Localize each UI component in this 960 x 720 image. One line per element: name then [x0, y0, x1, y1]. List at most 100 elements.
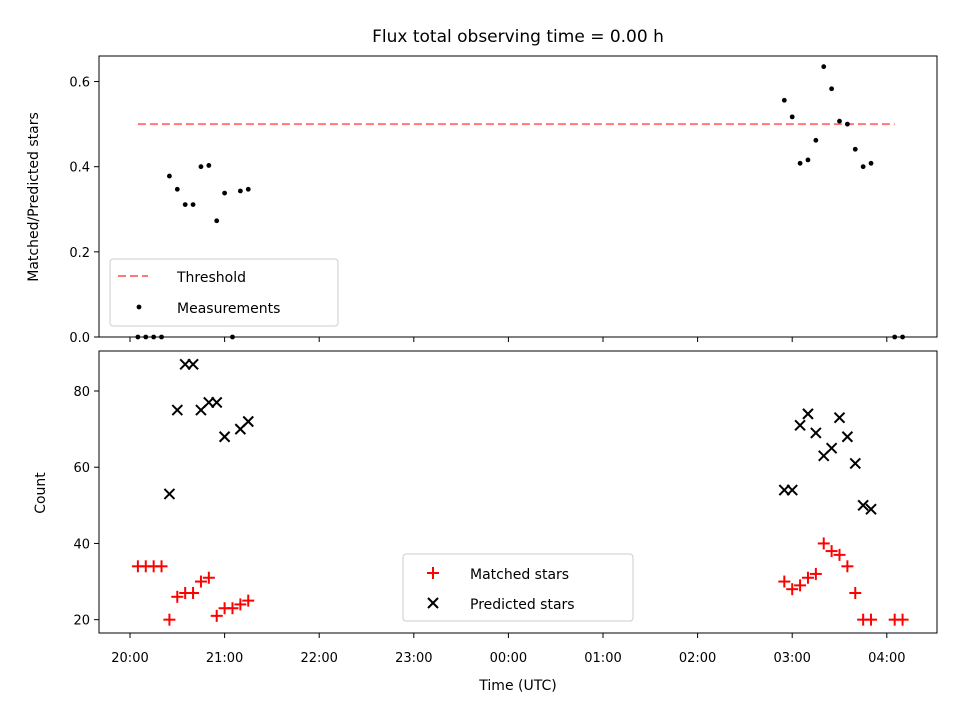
count-panel: 20 40 60 80 20:00 21:00 22:00 23:00 00:00 01:00 0… [33, 350, 938, 694]
count-plot-frame [98, 350, 938, 634]
matched-star-point [833, 548, 846, 561]
measurement-point [797, 160, 803, 166]
x-tick-label: 22:00 [300, 651, 337, 666]
matched-star-point [202, 571, 215, 584]
measurement-point [182, 202, 188, 207]
measurement-point [214, 218, 220, 224]
predicted-star-point [211, 396, 223, 409]
matched-star-point [896, 613, 909, 626]
ratio-legend-box [109, 258, 339, 327]
measurements-legend-label: Measurements [177, 301, 280, 317]
ratio-x-ticks [129, 337, 888, 342]
count-y-tick-label: 40 [73, 537, 90, 552]
predicted-star-point [810, 427, 822, 439]
predicted-star-point [857, 499, 869, 512]
matched-star-point [163, 613, 176, 626]
measurement-point [852, 146, 858, 152]
measurement-point [206, 163, 212, 168]
count-y-tick-label: 20 [73, 614, 90, 629]
predicted-star-point [802, 408, 814, 420]
measurement-point [860, 164, 866, 170]
measurement-point [222, 190, 228, 196]
count-legend: Matched stars Predicted stars [402, 553, 634, 622]
measurement-point [821, 64, 827, 70]
count-y-axis: 20 40 60 80 [73, 385, 99, 629]
matched-star-point [849, 586, 862, 599]
matched-stars-legend-label: Matched stars [470, 567, 569, 583]
measurement-point [805, 157, 811, 163]
matched-star-point [187, 586, 200, 599]
predicted-star-point [218, 431, 231, 443]
x-tick-label: 00:00 [490, 651, 527, 666]
predicted-star-point [171, 404, 184, 416]
count-legend-box [402, 553, 634, 622]
ratio-y-tick-label: 0.6 [69, 76, 90, 91]
measurement-point [868, 160, 874, 166]
ratio-legend: Threshold Measurements [109, 258, 339, 327]
measurement-point [190, 202, 196, 207]
count-y-tick-label: 80 [73, 385, 90, 400]
matched-star-point [841, 560, 854, 573]
matched-star-point [194, 575, 207, 588]
count-x-axis: 20:00 21:00 22:00 23:00 00:00 01:00 02:00 03:00… [111, 633, 906, 666]
predicted-stars-legend-label: Predicted stars [470, 597, 575, 613]
matched-star-point [171, 590, 184, 603]
matched-star-point [778, 575, 791, 588]
matched-star-point [786, 583, 799, 596]
predicted-star-point [163, 488, 176, 500]
matched-star-point [155, 560, 168, 573]
ratio-y-tick-label: 0.2 [69, 246, 90, 261]
matched-stars-legend-swatch [427, 567, 439, 579]
ratio-y-tick-label: 0.4 [69, 161, 90, 176]
measurement-point [844, 121, 850, 127]
ratio-marks [135, 64, 905, 340]
measurement-point [829, 86, 835, 92]
predicted-star-point [833, 411, 846, 424]
predicted-star-point [794, 419, 806, 432]
predicted-star-point [825, 442, 838, 454]
matched-star-point [809, 567, 822, 580]
count-y-tick-label: 60 [73, 461, 90, 476]
ratio-y-axis-label: Matched/Predicted stars [26, 112, 42, 282]
predicted-star-point [841, 431, 854, 443]
threshold-legend-label: Threshold [176, 270, 246, 286]
measurement-point [174, 186, 180, 192]
count-marks [131, 358, 909, 626]
matched-star-point [210, 609, 223, 622]
count-y-axis-label: Count [33, 472, 49, 514]
x-tick-label: 21:00 [206, 651, 243, 666]
predicted-star-point [849, 457, 861, 470]
measurement-point [167, 173, 172, 179]
measurement-point [237, 188, 243, 194]
x-axis-label: Time (UTC) [478, 678, 556, 694]
x-tick-label: 01:00 [584, 651, 621, 666]
matched-star-point [794, 579, 807, 592]
matched-star-point [801, 571, 814, 584]
predicted-stars-legend-swatch [427, 597, 439, 609]
ratio-y-axis: 0.0 0.2 0.4 0.6 [69, 76, 99, 346]
x-tick-label: 20:00 [111, 651, 148, 666]
measurement-point [813, 137, 819, 143]
matched-star-point [234, 598, 247, 611]
matched-star-point [226, 602, 239, 615]
x-tick-label: 03:00 [773, 651, 810, 666]
measurements-legend-swatch [136, 304, 142, 310]
measurement-point [837, 118, 842, 124]
matched-star-point [817, 537, 830, 550]
ratio-y-tick-label: 0.0 [69, 331, 90, 346]
measurement-point [245, 186, 251, 192]
x-tick-label: 04:00 [868, 651, 905, 666]
predicted-star-point [187, 358, 199, 371]
measurement-point [781, 97, 787, 103]
ratio-plot-frame [98, 55, 938, 338]
matched-star-point [865, 613, 878, 626]
matched-star-point [825, 545, 838, 558]
chart-title: Flux total observing time = 0.00 h [372, 27, 664, 47]
x-tick-label: 23:00 [395, 651, 432, 666]
measurement-point [198, 164, 204, 170]
predicted-star-point [865, 503, 877, 515]
x-tick-label: 02:00 [679, 651, 716, 666]
predicted-star-point [242, 415, 254, 428]
measurement-point [789, 114, 795, 120]
